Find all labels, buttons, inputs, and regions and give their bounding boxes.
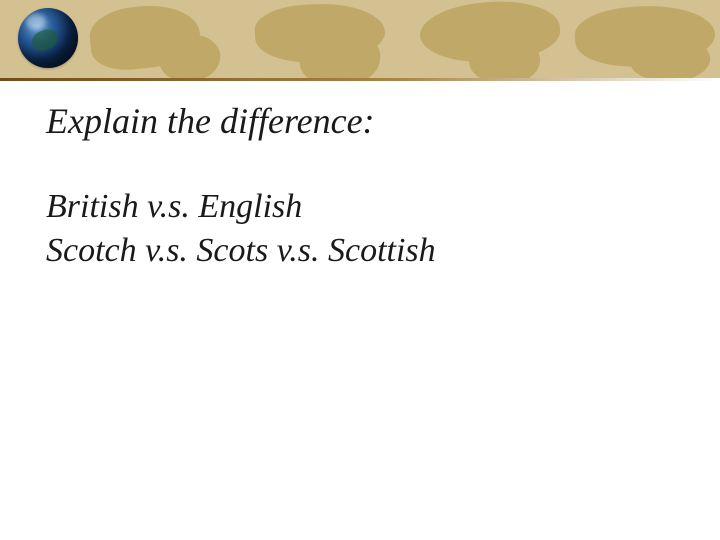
- banner-underline: [0, 78, 720, 81]
- banner-world-map: [0, 0, 720, 78]
- slide-heading: Explain the difference:: [46, 100, 680, 143]
- globe-icon: [18, 8, 78, 68]
- slide-content: Explain the difference: British v.s. Eng…: [0, 78, 720, 272]
- body-line-1: British v.s. English: [46, 185, 680, 229]
- body-line-2: Scotch v.s. Scots v.s. Scottish: [46, 229, 680, 273]
